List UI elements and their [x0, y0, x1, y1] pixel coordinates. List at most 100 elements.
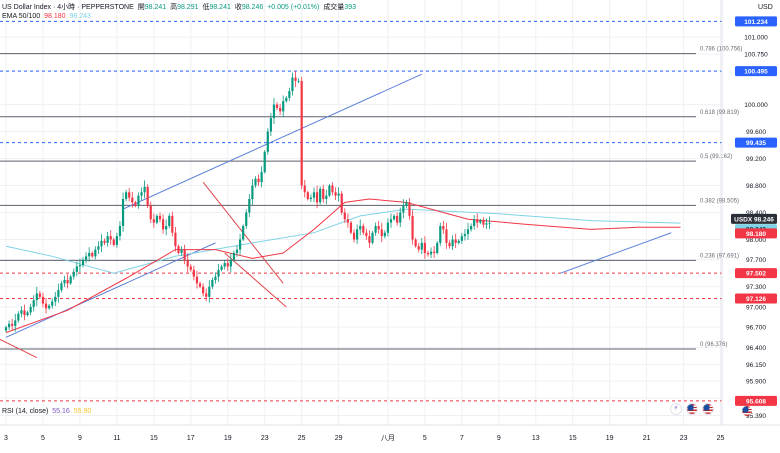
candle[interactable]	[168, 215, 171, 226]
candle[interactable]	[285, 97, 288, 102]
candle[interactable]	[315, 192, 319, 203]
candle[interactable]	[426, 252, 430, 255]
candle[interactable]	[161, 219, 165, 230]
candle[interactable]	[343, 212, 346, 220]
candle[interactable]	[325, 195, 328, 200]
candle[interactable]	[35, 293, 38, 301]
candle[interactable]	[195, 276, 199, 284]
candle[interactable]	[72, 271, 75, 277]
candle[interactable]	[128, 192, 131, 198]
trendline[interactable]	[224, 252, 287, 308]
candle[interactable]	[454, 239, 457, 243]
candle[interactable]	[340, 193, 343, 213]
candle[interactable]	[125, 192, 128, 200]
candle[interactable]	[189, 266, 192, 270]
legend-ema[interactable]: EMA 50/100 98.180 98.243	[2, 12, 91, 21]
candle[interactable]	[180, 249, 183, 253]
candle[interactable]	[208, 286, 211, 297]
candle[interactable]	[48, 305, 51, 309]
candle[interactable]	[266, 131, 269, 152]
candle[interactable]	[269, 118, 272, 132]
candle[interactable]	[29, 306, 32, 313]
candle[interactable]	[362, 225, 365, 233]
candle[interactable]	[359, 225, 362, 230]
candle[interactable]	[309, 197, 313, 200]
candle[interactable]	[386, 222, 390, 233]
candle[interactable]	[149, 205, 152, 220]
candle[interactable]	[26, 312, 29, 316]
price-badge[interactable]	[735, 228, 777, 239]
candle[interactable]	[66, 279, 69, 284]
candle[interactable]	[272, 104, 276, 119]
candle[interactable]	[14, 320, 17, 326]
candle[interactable]	[297, 80, 300, 82]
price-badge[interactable]	[735, 137, 777, 148]
candle[interactable]	[109, 236, 112, 240]
candle[interactable]	[238, 239, 242, 250]
candle[interactable]	[202, 286, 205, 294]
price-badge[interactable]	[735, 293, 777, 304]
candle[interactable]	[254, 178, 257, 186]
candle[interactable]	[383, 232, 386, 237]
candle[interactable]	[488, 222, 491, 224]
candle[interactable]	[331, 185, 334, 193]
candle[interactable]	[445, 229, 448, 243]
candle[interactable]	[158, 215, 162, 220]
candle[interactable]	[223, 263, 226, 267]
candle[interactable]	[399, 212, 402, 223]
candle[interactable]	[118, 225, 122, 237]
candle[interactable]	[134, 202, 137, 206]
candle[interactable]	[60, 283, 63, 291]
candle[interactable]	[100, 240, 103, 247]
candle[interactable]	[380, 229, 383, 237]
candle[interactable]	[473, 219, 476, 226]
candle[interactable]	[260, 172, 263, 183]
candle[interactable]	[103, 240, 106, 243]
candle[interactable]	[442, 225, 445, 230]
candle[interactable]	[457, 240, 460, 243]
candle[interactable]	[78, 265, 82, 267]
candle[interactable]	[226, 263, 229, 267]
candle[interactable]	[263, 151, 266, 173]
candle[interactable]	[94, 249, 97, 257]
candle[interactable]	[7, 323, 11, 328]
candle[interactable]	[75, 266, 78, 272]
us-flag-icon[interactable]	[702, 403, 714, 415]
candle[interactable]	[205, 293, 208, 297]
candle[interactable]	[20, 310, 23, 314]
candle[interactable]	[38, 293, 41, 297]
candle[interactable]	[4, 327, 8, 331]
candle[interactable]	[84, 256, 88, 260]
candle[interactable]	[112, 239, 115, 245]
candle[interactable]	[248, 199, 251, 213]
candle[interactable]	[229, 259, 232, 267]
candle[interactable]	[288, 91, 291, 98]
candle[interactable]	[146, 186, 149, 206]
candle[interactable]	[294, 77, 297, 81]
candle[interactable]	[377, 225, 380, 230]
candle[interactable]	[97, 246, 100, 250]
candle[interactable]	[322, 188, 325, 200]
candle[interactable]	[177, 246, 180, 253]
ema100-line[interactable]	[5, 208, 681, 274]
candle[interactable]	[171, 215, 174, 233]
candle[interactable]	[183, 249, 186, 260]
price-badge[interactable]	[731, 213, 777, 224]
candle[interactable]	[463, 234, 467, 237]
candle[interactable]	[389, 219, 393, 223]
candle[interactable]	[337, 193, 340, 196]
candle[interactable]	[211, 279, 214, 287]
candle[interactable]	[220, 266, 223, 270]
candle[interactable]	[306, 192, 309, 200]
candle[interactable]	[469, 225, 473, 230]
candle[interactable]	[198, 283, 202, 287]
candle[interactable]	[275, 104, 279, 108]
candle[interactable]	[482, 220, 485, 225]
candle[interactable]	[165, 225, 168, 230]
candle[interactable]	[451, 239, 454, 247]
legend-rsi[interactable]: RSI (14, close) 55.16 55.90	[2, 407, 91, 416]
candle[interactable]	[51, 301, 54, 306]
candle[interactable]	[81, 259, 85, 266]
candle[interactable]	[466, 229, 470, 235]
price-badge[interactable]	[735, 395, 777, 406]
